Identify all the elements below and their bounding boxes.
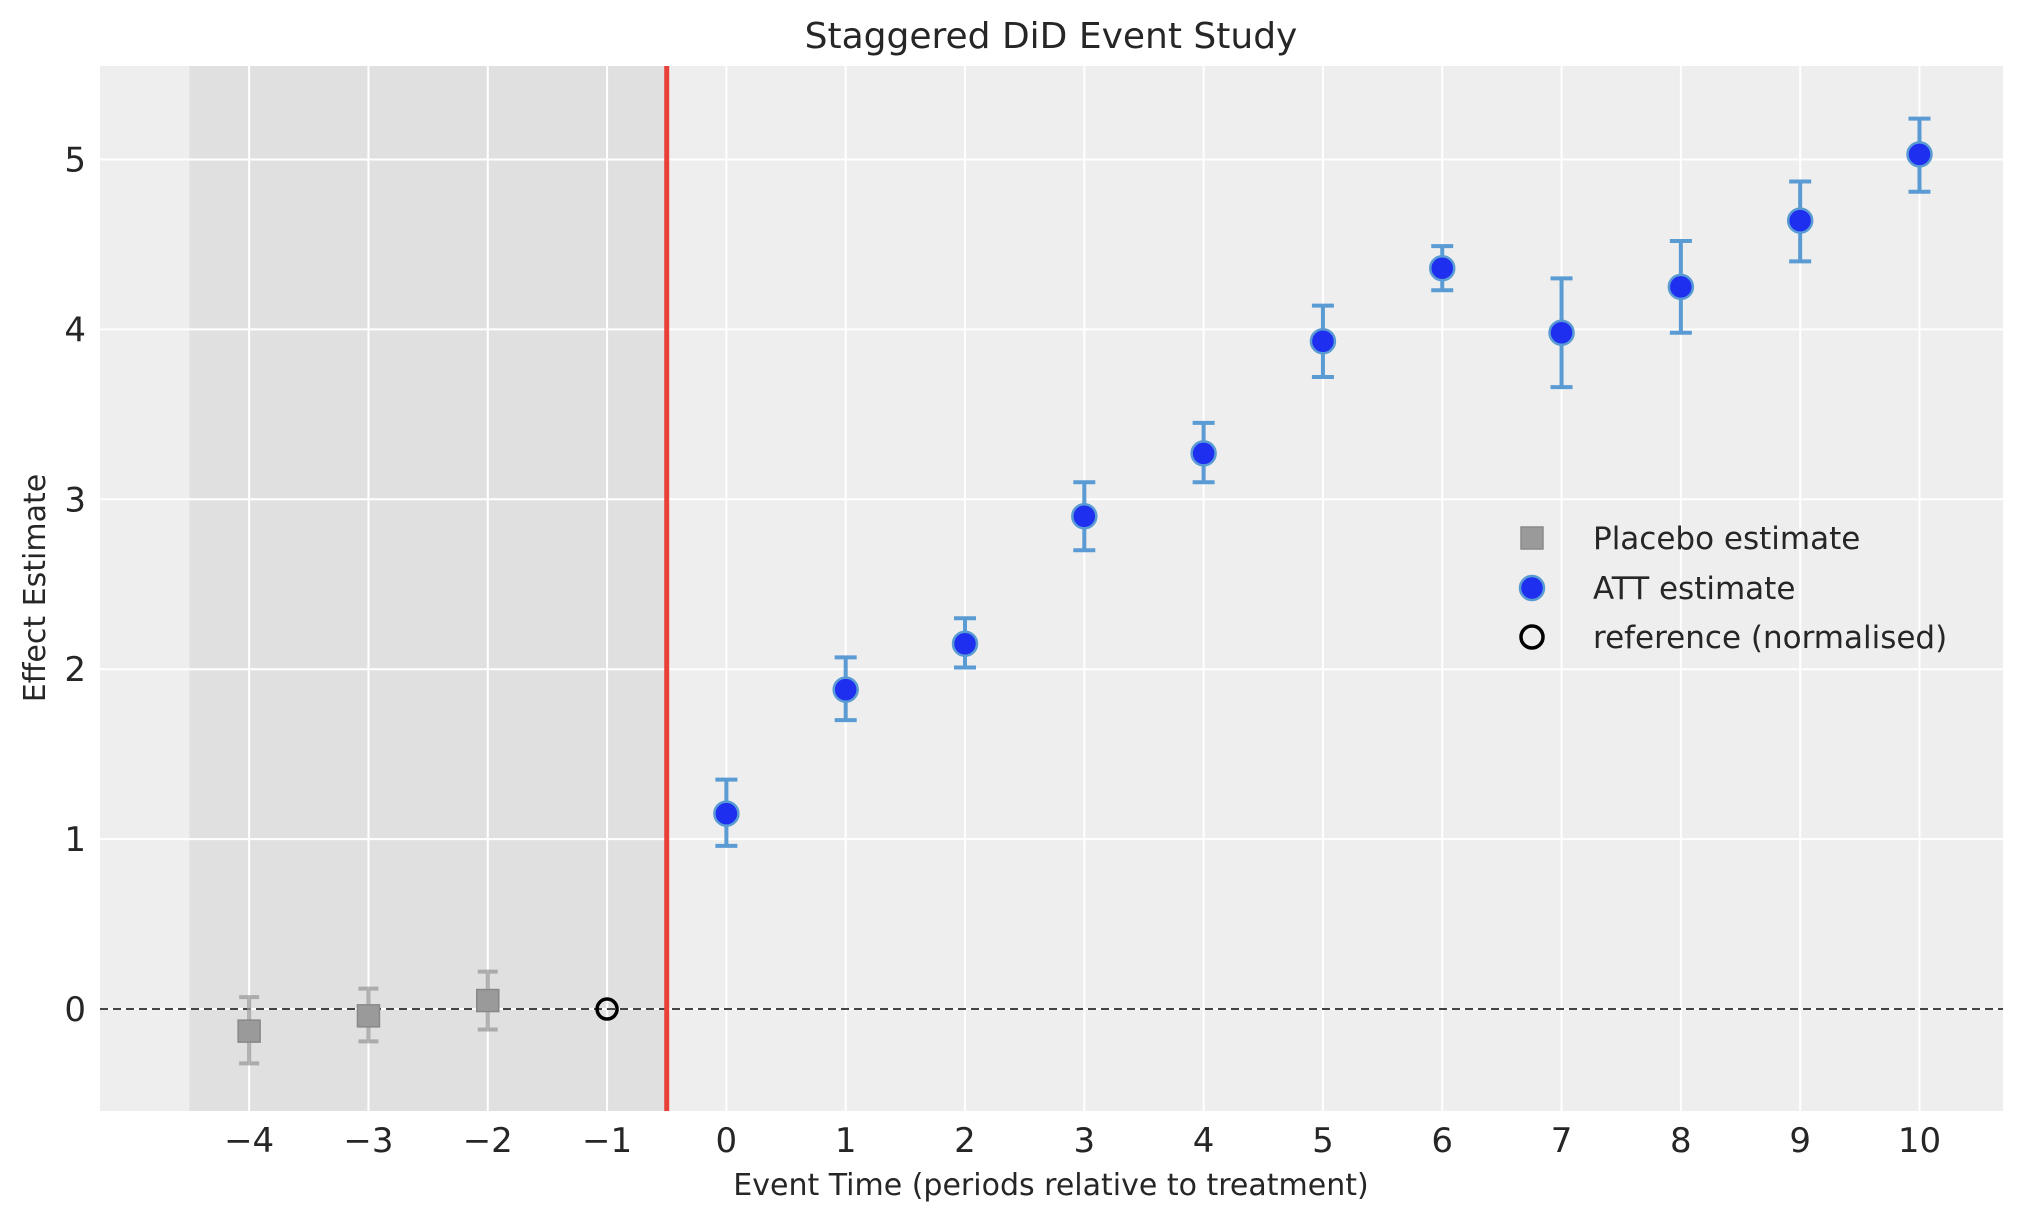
y-tick-label: 3 — [64, 480, 86, 520]
att-point — [1548, 319, 1575, 347]
x-axis-label: Event Time (periods relative to treatmen… — [733, 1168, 1368, 1203]
x-tick-label: −2 — [463, 1121, 513, 1161]
att-point — [832, 676, 859, 703]
y-tick-label: 1 — [64, 820, 86, 860]
y-axis-label: Effect Estimate — [18, 474, 53, 702]
att-point — [1309, 328, 1337, 355]
x-tick-label: 2 — [954, 1121, 976, 1161]
x-tick-label: 9 — [1789, 1121, 1811, 1161]
x-tick-label: 1 — [835, 1121, 857, 1161]
placebo-point — [237, 1019, 261, 1043]
x-tick-label: 6 — [1431, 1121, 1453, 1161]
att-point — [1190, 440, 1217, 467]
legend-item-att: ATT estimate — [1518, 571, 1795, 607]
x-tick-label: −3 — [343, 1121, 393, 1161]
att-point — [951, 630, 979, 657]
att-point — [1786, 207, 1814, 234]
x-tick-label: 7 — [1551, 1121, 1573, 1161]
x-tick-label: 0 — [716, 1121, 738, 1161]
legend-placebo-label: Placebo estimate — [1593, 521, 1860, 557]
att-point — [1071, 503, 1098, 530]
x-tick-label: 4 — [1193, 1121, 1215, 1161]
x-tick-label: 3 — [1073, 1121, 1095, 1161]
placebo-point — [356, 1004, 381, 1028]
data-markers — [237, 141, 1933, 1043]
att-point — [1428, 254, 1456, 282]
y-tick-label: 2 — [64, 650, 86, 690]
chart-title: Staggered DiD Event Study — [805, 16, 1298, 57]
x-tick-label: 8 — [1670, 1121, 1692, 1161]
legend: Placebo estimate ATT estimate reference … — [1518, 521, 1947, 656]
legend-reference-label: reference (normalised) — [1593, 620, 1947, 656]
legend-att-swatch — [1518, 574, 1546, 602]
y-tick-labels: 0 1 2 3 4 5 — [64, 140, 86, 1030]
legend-att-label: ATT estimate — [1593, 571, 1795, 607]
y-tick-label: 0 — [64, 990, 86, 1030]
att-point — [1667, 273, 1695, 301]
pre-period-shading — [189, 66, 667, 1111]
placebo-point — [476, 988, 500, 1013]
x-tick-label: 5 — [1312, 1121, 1334, 1161]
x-tick-label: −4 — [224, 1121, 274, 1161]
legend-item-placebo: Placebo estimate — [1520, 521, 1860, 557]
legend-placebo-swatch — [1520, 526, 1544, 550]
legend-reference-swatch — [1519, 624, 1545, 650]
x-tick-labels: −4 −3 −2 −1 0 1 2 3 4 5 6 7 8 9 10 — [224, 1121, 1941, 1161]
x-tick-label: −1 — [582, 1121, 632, 1161]
reference-point — [595, 997, 619, 1021]
x-tick-label: 10 — [1898, 1121, 1941, 1161]
y-tick-label: 4 — [64, 310, 86, 350]
att-point — [1906, 141, 1933, 168]
y-tick-label: 5 — [64, 140, 86, 180]
grid-lines — [100, 66, 2003, 1111]
legend-item-reference: reference (normalised) — [1519, 620, 1947, 656]
att-point — [713, 800, 740, 827]
